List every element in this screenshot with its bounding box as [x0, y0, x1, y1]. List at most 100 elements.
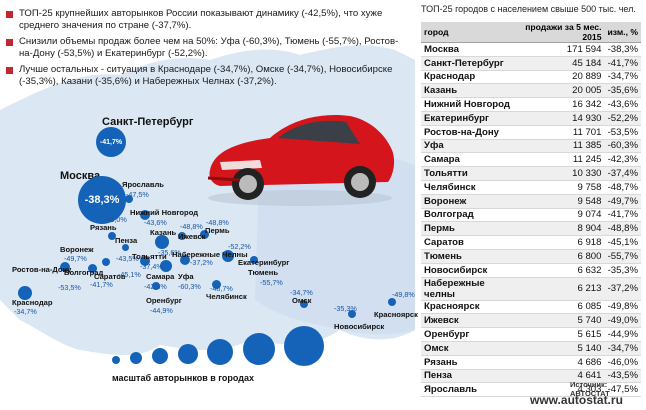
table-row: Ростов-на-Дону 11 701 -53,5% [421, 125, 641, 140]
cell-sales: 11 701 [514, 125, 605, 140]
map-city-name: Набережные Челны [172, 250, 248, 259]
cell-city: Волгоград [421, 208, 515, 223]
map-circle [300, 300, 308, 308]
table-row: Казань 20 005 -35,6% [421, 83, 641, 99]
cell-change: -55,7% [604, 249, 641, 264]
map-city-name: Воронеж [60, 245, 94, 254]
cell-sales: 5 740 [514, 313, 605, 329]
table-header-row: город продажи за 5 мес. 2015 изм., % [421, 22, 641, 43]
scale-circle [284, 326, 324, 366]
website-link[interactable]: www.autostat.ru [530, 393, 623, 407]
cell-city: Воронеж [421, 194, 515, 209]
bullet-square-icon [6, 39, 13, 46]
scale-circle [152, 348, 168, 364]
sales-table: город продажи за 5 мес. 2015 изм., % Мос… [421, 22, 641, 398]
map-city-pct: -46,0% [104, 215, 127, 224]
cell-sales: 9 074 [514, 208, 605, 223]
cell-city: Нижний Новгород [421, 97, 515, 112]
table-row: Саратов 6 918 -45,1% [421, 235, 641, 250]
scale-circle [112, 356, 120, 364]
cell-change: -49,0% [604, 313, 641, 329]
scale-circle [243, 333, 275, 365]
table-row: Самара 11 245 -42,3% [421, 152, 641, 168]
table-row: Тольятти 10 330 -37,4% [421, 166, 641, 181]
cell-sales: 11 245 [514, 152, 605, 168]
map-circle [60, 262, 70, 272]
table-row: Москва 171 594 -38,3% [421, 42, 641, 57]
cell-sales: 16 342 [514, 97, 605, 112]
map-city-name: Ижевск [178, 232, 206, 241]
cell-city: Саратов [421, 235, 515, 250]
cell-city: Ростов-на-Дону [421, 125, 515, 140]
map-city-name: Ярославль [122, 180, 164, 189]
summary-bullet: Лучше остальных - ситуация в Краснодаре … [6, 64, 406, 88]
map-city-name: Ростов-на-Дону [12, 265, 72, 274]
map-circle [152, 282, 160, 290]
table-row: Уфа 11 385 -60,3% [421, 139, 641, 154]
cell-sales: 4 303 [514, 382, 605, 398]
map-circle [178, 232, 186, 240]
cell-city: Новосибирск [421, 263, 515, 278]
table-row: Санкт-Петербург 45 184 -41,7% [421, 56, 641, 71]
cell-change: -49,7% [604, 194, 641, 209]
cell-sales: 6 800 [514, 249, 605, 264]
map-city-pct: -44,9% [150, 306, 173, 315]
map-city-pct: -60,3% [178, 282, 201, 291]
cell-city: Челябинск [421, 180, 515, 195]
scale-circle [207, 339, 233, 365]
map-circle-spb [96, 127, 126, 157]
table-row: Набережные челны 6 213 -37,2% [421, 277, 641, 301]
table-row: Волгоград 9 074 -41,7% [421, 208, 641, 223]
map-circle-spb-pct: -41,7% [99, 138, 123, 146]
table-row: Тюмень 6 800 -55,7% [421, 249, 641, 264]
map-circle-moscow [78, 176, 126, 224]
map-city-pct: -35,6% [158, 248, 181, 257]
map-circle [102, 258, 110, 266]
map-circle [140, 210, 150, 220]
col-header-change: изм., % [604, 22, 641, 43]
map-circle [140, 256, 150, 266]
cell-change: -45,1% [604, 235, 641, 250]
cell-city: Омск [421, 341, 515, 356]
map-city-pct: -37,4% [140, 262, 163, 271]
table-row: Воронеж 9 548 -49,7% [421, 194, 641, 209]
table-row: Челябинск 9 758 -48,7% [421, 180, 641, 195]
table-row: Оренбург 5 615 -44,9% [421, 327, 641, 342]
cell-sales: 6 213 [514, 277, 605, 301]
col-header-sales: продажи за 5 мес. 2015 [514, 22, 605, 43]
cell-sales: 10 330 [514, 166, 605, 181]
source-note: Источник: АВТОСТАТ [570, 380, 610, 398]
cell-change: -35,3% [604, 263, 641, 278]
map-circle [108, 232, 116, 240]
map-circle [88, 264, 97, 273]
cell-city: Санкт-Петербург [421, 56, 515, 71]
map-circle-moscow-pct: -38,3% [84, 194, 120, 206]
map-circle [348, 310, 356, 318]
cell-city: Тольятти [421, 166, 515, 181]
cell-change: -34,7% [604, 70, 641, 85]
car-image [207, 114, 395, 206]
cell-city: Краснодар [421, 70, 515, 85]
map-city-name: Краснодар [12, 298, 53, 307]
table-row: Ижевск 5 740 -49,0% [421, 313, 641, 329]
map-city-pct: -41,7% [90, 280, 113, 289]
map-city-pct: -48,7% [210, 284, 233, 293]
cell-sales: 4 641 [514, 369, 605, 384]
cell-sales: 5 140 [514, 341, 605, 356]
cell-change: -37,2% [604, 277, 641, 301]
table-row: Нижний Новгород 16 342 -43,6% [421, 97, 641, 112]
map-city-name: Новосибирск [334, 322, 385, 331]
bullet-square-icon [6, 67, 13, 74]
table-row: Омск 5 140 -34,7% [421, 341, 641, 356]
cell-change: -46,0% [604, 355, 641, 370]
map-city-pct: -52,2% [228, 242, 251, 251]
map-circle [222, 250, 234, 262]
map-city-name: Красноярск [374, 310, 418, 319]
cell-sales: 171 594 [514, 42, 605, 57]
cell-city: Москва [421, 42, 515, 57]
cell-change: -41,7% [604, 208, 641, 223]
map-city-name: Пенза [115, 236, 138, 245]
map-city-name: Самара [146, 272, 175, 281]
table-row: Красноярск 6 085 -49,8% [421, 300, 641, 315]
cell-sales: 45 184 [514, 56, 605, 71]
